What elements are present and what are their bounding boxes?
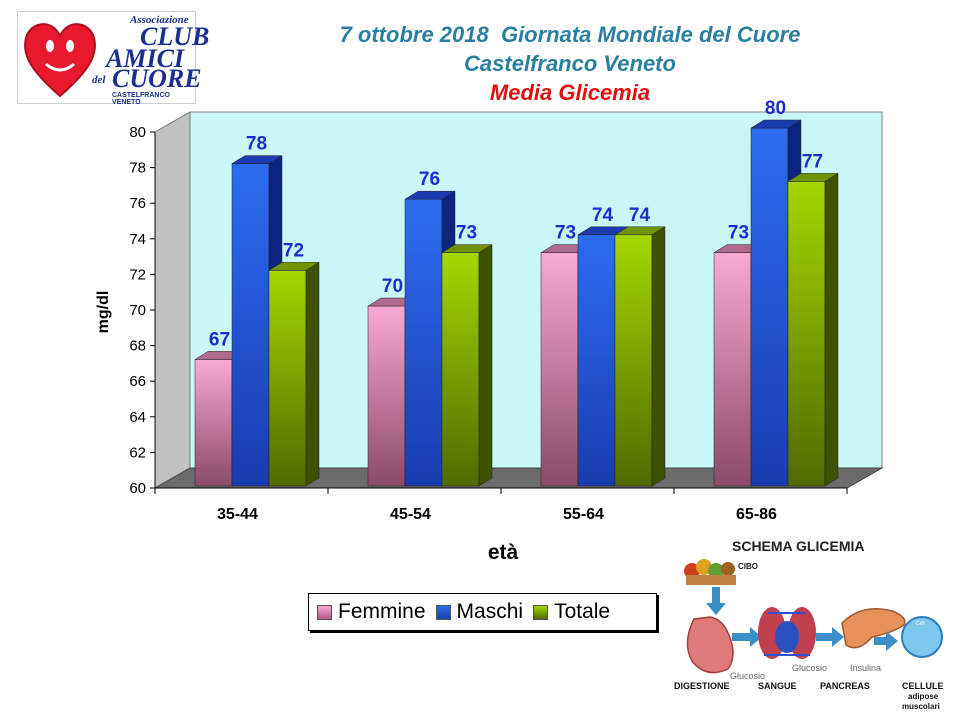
- data-label: 76: [419, 169, 440, 190]
- food-icon: [684, 559, 736, 585]
- x-axis-label: età: [488, 541, 519, 564]
- bar-totale-65-86: 77: [787, 151, 839, 487]
- data-label: 73: [555, 223, 576, 244]
- legend-item-maschi: Maschi: [435, 600, 524, 624]
- legend-label-maschi: Maschi: [456, 600, 524, 623]
- arrow-right-icon: [816, 627, 844, 647]
- y-tick-label: 68: [129, 338, 146, 355]
- legend-swatch-femmine: [317, 604, 332, 620]
- bar-front: [787, 181, 826, 487]
- insulina-label: Insulina: [850, 663, 881, 673]
- glucosio-label-2: Glucosio: [792, 663, 827, 673]
- bar-front: [614, 234, 653, 487]
- bar-totale-45-54: 73: [441, 223, 493, 487]
- data-label: 73: [456, 223, 477, 244]
- page-title: 7 ottobre 2018 Giornata Mondiale del Cuo…: [339, 22, 801, 47]
- bar-side: [305, 261, 320, 487]
- y-tick-label: 64: [129, 409, 146, 426]
- data-label: 78: [246, 134, 267, 155]
- bars-group: 67 78 72 70 76 73 73 74 74 73 80 77: [194, 98, 839, 487]
- legend-label-totale: Totale: [554, 600, 611, 623]
- bar-front: [713, 252, 752, 487]
- legend-label-femmine: Femmine: [338, 600, 426, 623]
- legend-swatch-maschi: [435, 604, 451, 620]
- y-tick-label: 78: [129, 160, 146, 177]
- data-label: 74: [592, 205, 614, 226]
- y-tick-label: 76: [129, 195, 146, 212]
- x-axis: 35-44 45-54 55-64 65-86: [154, 487, 848, 523]
- bar-front: [231, 163, 270, 487]
- heart-icon: [24, 23, 96, 98]
- logo-line1: Associazione: [130, 14, 189, 26]
- schema-title: SCHEMA GLICEMIA: [732, 538, 864, 554]
- bar-front: [367, 305, 406, 487]
- pancreas-label: PANCREAS: [820, 681, 870, 691]
- bar-front: [441, 252, 480, 487]
- chart-legend: Femmine Maschi Totale: [308, 593, 657, 631]
- muscolari-label: muscolari: [902, 702, 940, 711]
- bar-front: [194, 359, 233, 487]
- arrow-down-icon: [706, 587, 726, 615]
- digestione-label: DIGESTIONE: [674, 681, 730, 691]
- bar-front: [577, 234, 616, 487]
- y-tick-label: 62: [129, 444, 146, 461]
- y-tick-label: 80: [129, 124, 146, 141]
- glucosio-label-1: Glucosio: [730, 671, 765, 681]
- data-label: 73: [728, 223, 749, 244]
- cell-label: Cell: [916, 621, 925, 627]
- cibo-label: CIBO: [738, 562, 758, 571]
- legend-item-totale: Totale: [533, 600, 610, 624]
- bar-side: [824, 172, 839, 487]
- x-tick-label: 45-54: [390, 506, 431, 523]
- x-tick-label: 65-86: [736, 506, 777, 523]
- stomach-icon: [686, 616, 734, 674]
- y-axis-label: mg/dl: [95, 291, 112, 334]
- y-tick-label: 74: [129, 231, 146, 248]
- chart-title: Media Glicemia: [489, 80, 651, 105]
- data-label: 77: [802, 151, 823, 172]
- club-logo: Associazione CLUB AMICI del CUORE CASTEL…: [17, 11, 209, 106]
- y-tick-label: 66: [129, 373, 146, 390]
- bar-front: [268, 270, 307, 487]
- y-tick-label: 72: [129, 266, 146, 283]
- pancreas-icon: [841, 608, 906, 649]
- y-tick-label: 60: [129, 480, 146, 497]
- logo-line3: AMICI: [106, 44, 185, 73]
- logo-line5: CASTELFRANCO VENETO: [112, 92, 170, 106]
- bar-front: [750, 127, 789, 487]
- legend-swatch-totale: [533, 604, 549, 620]
- plot-side-wall: [154, 111, 191, 489]
- legend-item-femmine: Femmine: [317, 600, 426, 624]
- logo-line4b: CUORE: [112, 64, 202, 93]
- x-tick-label: 35-44: [217, 506, 258, 523]
- heart-lungs-icon: [758, 607, 816, 659]
- y-axis: 60 62 64 66 68 70 72 74 76 78 80: [129, 124, 156, 497]
- y-tick-label: 70: [129, 302, 146, 319]
- data-label: 70: [382, 276, 403, 297]
- glycemia-schema: SCHEMA GLICEMIA CIBO Cell Glucosio Gluco…: [674, 538, 944, 711]
- data-label: 67: [209, 329, 230, 350]
- data-label: 72: [283, 240, 304, 261]
- logo-line4a: del: [92, 74, 106, 86]
- adipose-label: adipose: [908, 692, 939, 701]
- bar-totale-35-44: 72: [268, 240, 320, 487]
- cellule-label: CELLULE: [902, 681, 944, 691]
- cell-icon: [901, 616, 943, 658]
- arrow-right-icon: [874, 631, 898, 651]
- bar-front: [540, 252, 579, 487]
- bar-side: [478, 244, 493, 487]
- data-label: 80: [765, 98, 786, 119]
- logo-line2: CLUB: [140, 22, 210, 51]
- bar-totale-55-64: 74: [614, 205, 666, 487]
- page-subtitle: Castelfranco Veneto: [464, 51, 676, 76]
- data-label: 74: [629, 205, 651, 226]
- x-tick-label: 55-64: [563, 506, 604, 523]
- bar-side: [651, 226, 666, 487]
- arrow-right-icon: [732, 627, 762, 647]
- sangue-label: SANGUE: [758, 681, 797, 691]
- bar-front: [404, 198, 443, 487]
